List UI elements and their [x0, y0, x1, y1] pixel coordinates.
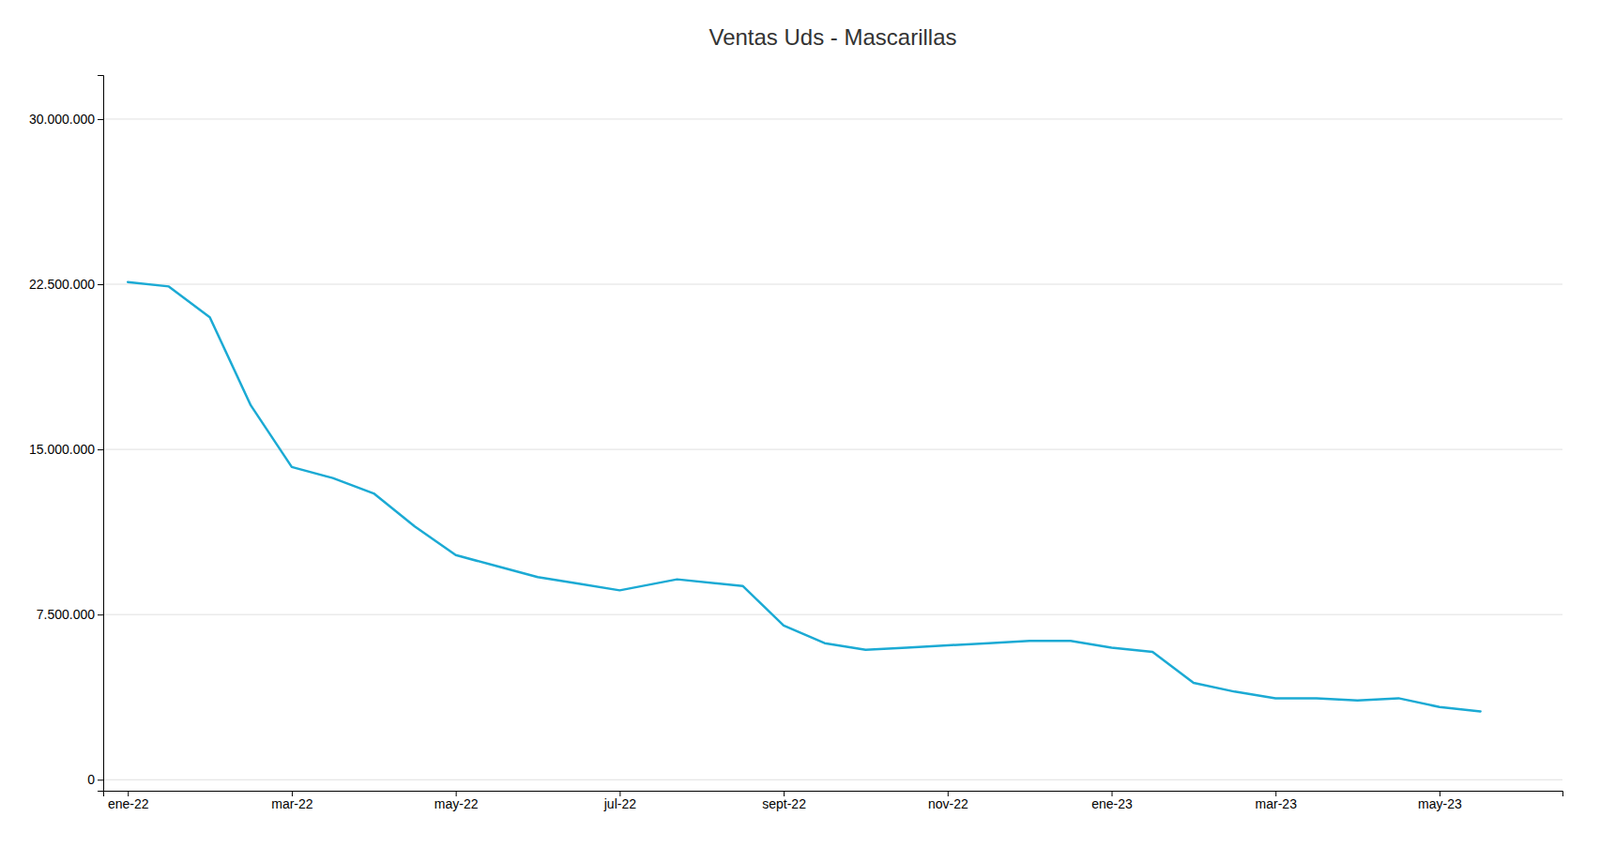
y-axis: 0 7.500.000 15.000.000 22.500.000 30.000.000 [29, 76, 105, 793]
x-tick: sept-22 [761, 791, 807, 812]
y-tick-mark [97, 284, 104, 286]
y-tick: 7.500.000 [36, 607, 104, 623]
title: Ventas Uds - Mascarillas [708, 24, 957, 50]
x-axis: ene-22 mar-22 may-22 jul-22 sept-22 nov-22 ene… [104, 791, 1564, 812]
x-tick: nov-22 [928, 791, 969, 812]
x-tick: ene-23 [1091, 791, 1133, 812]
y-tick: 15.000.000 [29, 441, 104, 458]
grid-line [103, 118, 1563, 120]
y-tick: 0 [87, 772, 104, 788]
chart: ene-22 mar-22 may-22 jul-22 sept-22 nov-22 ene… [0, 0, 1600, 847]
y-tick-label: 15.000.000 [29, 441, 95, 458]
y-tick: 30.000.000 [29, 111, 104, 127]
y-tick-label: 30.000.000 [29, 111, 95, 127]
grid-line [103, 284, 1563, 286]
x-tick: may-23 [1417, 791, 1463, 812]
y-tick: 22.500.000 [29, 276, 104, 292]
x-tick: ene-22 [107, 791, 150, 812]
x-tick: may-22 [434, 791, 479, 812]
y-axis-line [97, 76, 105, 793]
x-tick-label: mar-23 [1255, 796, 1298, 812]
y-tick-mark [97, 449, 104, 451]
y-tick-mark [97, 119, 104, 121]
x-tick-label: ene-22 [107, 796, 150, 812]
series [127, 282, 1480, 713]
x-tick: mar-23 [1255, 791, 1298, 812]
x-tick-label: ene-23 [1091, 796, 1133, 812]
y-tick-label: 22.500.000 [29, 276, 95, 292]
grid-line [103, 779, 1563, 781]
x-tick-label: may-22 [434, 796, 479, 812]
x-tick-label: sept-22 [761, 796, 807, 812]
x-tick: jul-22 [603, 791, 637, 812]
y-tick-mark [97, 779, 104, 781]
plot-area: ene-22 mar-22 may-22 jul-22 sept-22 nov-22 ene… [29, 76, 1564, 812]
x-tick-label: mar-22 [271, 796, 314, 812]
grid-line [103, 449, 1563, 451]
x-tick-label: jul-22 [603, 796, 637, 812]
line [127, 282, 1480, 713]
grid [103, 119, 1563, 780]
x-tick: mar-22 [271, 791, 314, 812]
x-tick-label: nov-22 [928, 796, 969, 812]
y-tick-label: 7.500.000 [36, 607, 95, 623]
y-tick-mark [97, 614, 104, 616]
y-tick-label: 0 [87, 772, 95, 788]
grid-line [103, 614, 1563, 616]
x-tick-label: may-23 [1417, 796, 1463, 812]
x-axis-line [104, 792, 1564, 798]
